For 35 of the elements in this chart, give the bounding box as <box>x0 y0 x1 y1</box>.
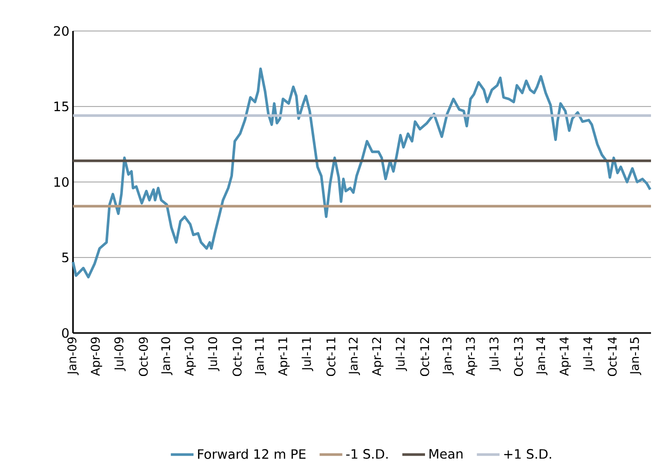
x-tick-label: Jan-15 <box>630 337 642 375</box>
x-tick-label: Jul-10 <box>208 337 220 371</box>
x-tick-label: Apr-14 <box>560 337 571 376</box>
y-tick-label: 20 <box>54 26 69 36</box>
line-series <box>72 67 652 278</box>
y-tick-label: 10 <box>54 176 69 187</box>
x-tick-label: Jan-12 <box>348 338 360 375</box>
x-tick-label: Oct-09 <box>138 337 148 376</box>
x-tick-label: Jan-10 <box>161 337 172 375</box>
x-tick-label: Oct-12 <box>420 338 430 376</box>
x-tick-label: Oct-14 <box>608 337 617 376</box>
x-tick-label: Jan-09 <box>67 337 79 375</box>
legend-label: +1 S.D. <box>504 448 552 459</box>
x-tick-label: Jan-11 <box>254 338 266 375</box>
x-tick-label: Oct-13 <box>514 337 523 376</box>
x-tick-label: Apr-09 <box>90 337 102 376</box>
x-tick-label: Oct-10 <box>232 337 242 376</box>
x-tick-label: Apr-10 <box>184 337 196 376</box>
x-tick-label: Jul-11 <box>302 338 314 371</box>
x-tick-label: Apr-12 <box>372 338 384 376</box>
y-tick-label: 0 <box>62 328 69 338</box>
legend-label: Forward 12 m PE <box>198 448 306 459</box>
x-tick-label: Jul-09 <box>114 337 126 371</box>
x-tick-label: Jan-13 <box>442 337 454 375</box>
legend-label: Mean <box>430 449 462 459</box>
y-tick-label: 15 <box>54 102 68 112</box>
y-tick-label: 5 <box>62 252 68 262</box>
x-tick-label: Jul-13 <box>489 337 501 371</box>
x-tick-label: Apr-11 <box>278 338 290 376</box>
x-tick-label: Oct-11 <box>326 338 336 376</box>
x-tick-label: Jan-14 <box>536 337 548 375</box>
x-tick-label: Apr-13 <box>466 337 478 376</box>
legend-label: -1 S.D. <box>346 448 388 459</box>
x-tick-label: Jul-12 <box>395 338 407 371</box>
x-tick-label: Jul-14 <box>583 337 595 371</box>
